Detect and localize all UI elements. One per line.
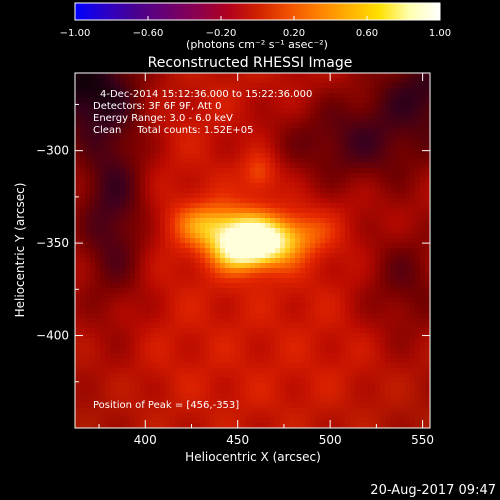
colorbar-tick-label: 1.00 bbox=[429, 28, 451, 39]
plot-area: 400 450 500 550−300−350−400 bbox=[36, 72, 434, 447]
colorbar-tick-label: −0.20 bbox=[206, 28, 237, 39]
colorbar-tick-label: −1.00 bbox=[60, 28, 91, 39]
chart-title: Reconstructed RHESSI Image bbox=[148, 55, 353, 71]
colorbar-ticks: −1.00 −0.60 −0.20 0.20 0.60 1.00 bbox=[60, 16, 451, 39]
colorbar-strip bbox=[74, 2, 441, 21]
colorbar-units: (photons cm⁻² s⁻¹ asec⁻²) bbox=[186, 38, 328, 51]
colorbar-tick-label: −0.60 bbox=[133, 28, 164, 39]
colorbar: −1.00 −0.60 −0.20 0.20 0.60 1.00 (photons cm⁻… bbox=[60, 2, 451, 51]
colorbar-tick-label: 0.60 bbox=[356, 28, 378, 39]
colorbar-tick-label: 0.20 bbox=[283, 28, 305, 39]
